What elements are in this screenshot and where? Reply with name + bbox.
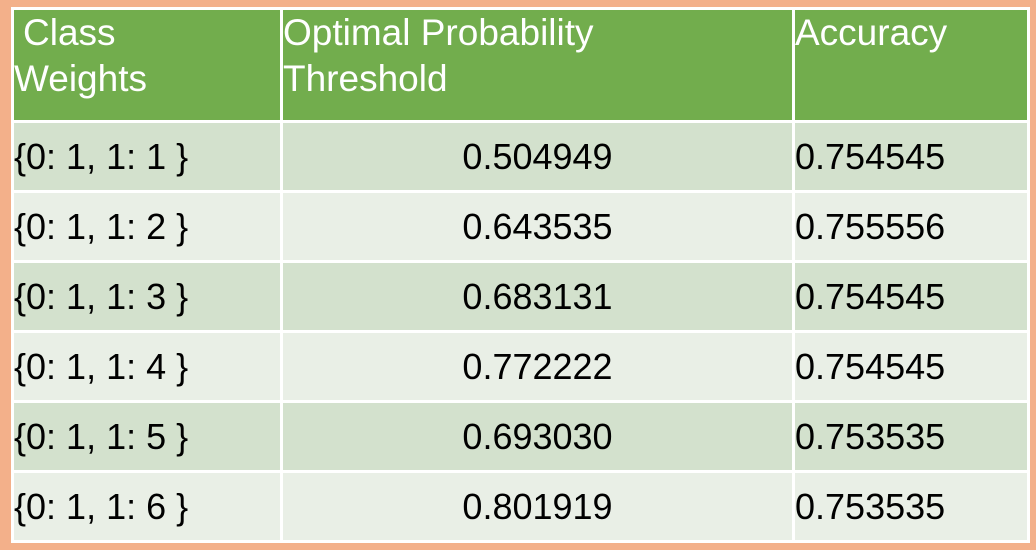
accuracy-cell: 0.753535 <box>792 400 1030 473</box>
threshold-cell: 0.504949 <box>280 120 795 193</box>
threshold-cell: 0.683131 <box>280 260 795 333</box>
table-row: {0: 1, 1: 3 } 0.683131 0.754545 <box>11 260 1030 333</box>
class-weights-cell: {0: 1, 1: 4 } <box>11 330 283 403</box>
header-row: Class Weights Optimal Probability Thresh… <box>11 7 1030 123</box>
threshold-cell: 0.643535 <box>280 190 795 263</box>
threshold-cell: 0.693030 <box>280 400 795 473</box>
class-weights-cell: {0: 1, 1: 5 } <box>11 400 283 473</box>
accuracy-cell: 0.754545 <box>792 330 1030 403</box>
header-class-weights-line2: Weights <box>14 58 147 99</box>
accuracy-cell: 0.754545 <box>792 260 1030 333</box>
accuracy-cell: 0.755556 <box>792 190 1030 263</box>
table-row: {0: 1, 1: 4 } 0.772222 0.754545 <box>11 330 1030 403</box>
class-weights-cell: {0: 1, 1: 6 } <box>11 470 283 543</box>
table-row: {0: 1, 1: 2 } 0.643535 0.755556 <box>11 190 1030 263</box>
threshold-cell: 0.772222 <box>280 330 795 403</box>
table-row: {0: 1, 1: 6 } 0.801919 0.753535 <box>11 470 1030 543</box>
table-row: {0: 1, 1: 5 } 0.693030 0.753535 <box>11 400 1030 473</box>
results-table: Class Weights Optimal Probability Thresh… <box>11 7 1030 543</box>
header-threshold-line1: Optimal Probability <box>283 12 594 53</box>
class-weights-cell: {0: 1, 1: 3 } <box>11 260 283 333</box>
header-threshold-line2: Threshold <box>283 58 448 99</box>
accuracy-cell: 0.754545 <box>792 120 1030 193</box>
header-threshold: Optimal Probability Threshold <box>280 7 795 123</box>
header-class-weights-line1: Class <box>23 12 116 53</box>
accuracy-cell: 0.753535 <box>792 470 1030 543</box>
results-table-frame: Class Weights Optimal Probability Thresh… <box>11 7 1030 543</box>
class-weights-cell: {0: 1, 1: 1 } <box>11 120 283 193</box>
header-class-weights: Class Weights <box>11 7 283 123</box>
threshold-cell: 0.801919 <box>280 470 795 543</box>
header-accuracy: Accuracy <box>792 7 1030 123</box>
table-row: {0: 1, 1: 1 } 0.504949 0.754545 <box>11 120 1030 193</box>
class-weights-cell: {0: 1, 1: 2 } <box>11 190 283 263</box>
